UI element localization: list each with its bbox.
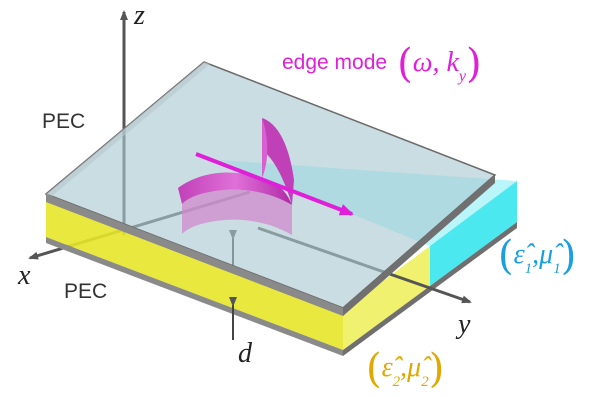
edge-mode-params: ω, k — [413, 47, 459, 78]
region-2-epsilon: ε̂ — [382, 352, 393, 383]
region-1-label: (ε̂1,μ̂1) — [498, 236, 576, 277]
region-1-mu: μ̂ — [539, 239, 553, 270]
region-2-mu-subscript: 2 — [421, 374, 429, 390]
x-axis-label: x — [18, 262, 30, 290]
region-2-label: (ε̂2,μ̂2) — [366, 349, 444, 390]
region-1-epsilon: ε̂ — [514, 239, 525, 270]
region-2-mu: μ̂ — [407, 352, 421, 383]
region-1-mu-subscript: 1 — [553, 261, 561, 277]
y-axis-label: y — [458, 311, 470, 339]
edge-mode-subscript: y — [459, 68, 466, 85]
pec-bottom-label: PEC — [64, 281, 107, 302]
z-axis-label: z — [134, 2, 145, 30]
gap-label: d — [238, 340, 252, 368]
edge-mode-text: edge mode — [282, 51, 387, 74]
pec-top-label: PEC — [42, 111, 85, 132]
edge-mode-label: edge mode (ω, ky) — [282, 44, 482, 85]
